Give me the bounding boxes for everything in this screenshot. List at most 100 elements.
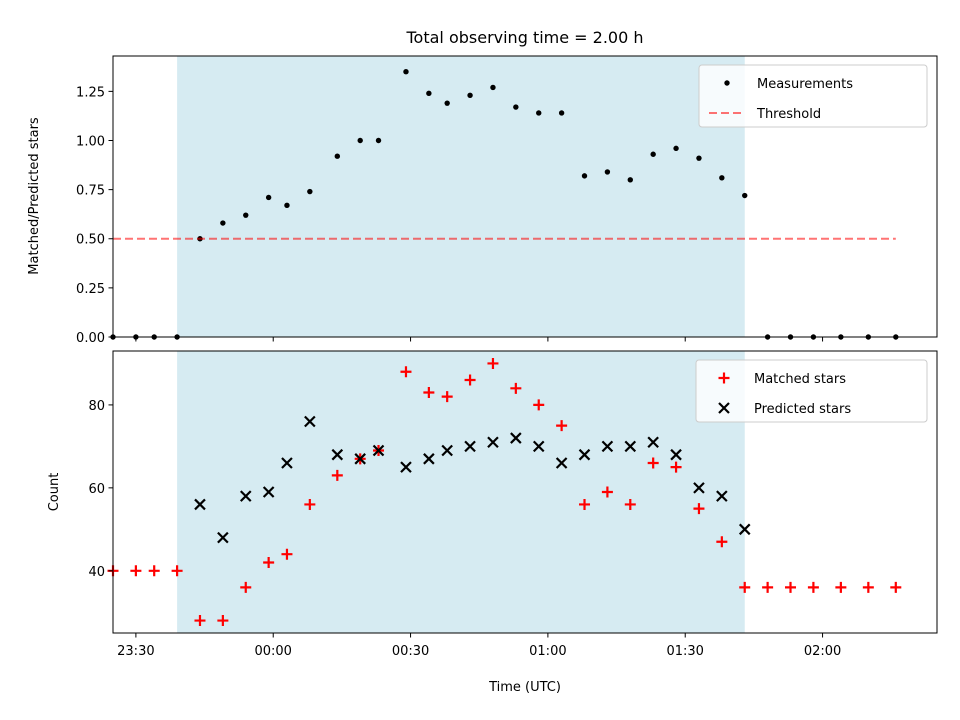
legend-predicted-swatch xyxy=(718,402,730,414)
matched-point xyxy=(670,461,682,473)
y-tick-label: 0.75 xyxy=(76,184,105,199)
x-tick-label: 01:00 xyxy=(529,644,566,659)
measurement-point xyxy=(490,84,496,91)
measurement-point xyxy=(719,175,725,181)
measurement-point xyxy=(334,153,341,159)
measurement-point xyxy=(696,155,702,161)
legend-matched-swatch xyxy=(718,372,730,384)
top-panel: 0.00 0.25 0.50 0.75 1.00 1.25 Measurements Thre… xyxy=(76,55,938,346)
matched-point xyxy=(533,399,545,411)
matched-point xyxy=(556,420,568,432)
matched-point xyxy=(601,486,613,498)
top-y-axis-label: Matched/Predicted stars xyxy=(27,117,42,275)
x-tick-label: 02:00 xyxy=(804,644,841,659)
measurement-point xyxy=(604,169,611,175)
legend-measurement-swatch xyxy=(724,80,730,86)
legend-label: Matched stars xyxy=(754,372,846,387)
measurement-point xyxy=(220,220,226,226)
measurement-point xyxy=(558,110,565,116)
x-tick-label: 00:30 xyxy=(392,644,429,659)
y-tick-label: 80 xyxy=(88,399,105,414)
observing-window-shade xyxy=(177,56,745,337)
measurement-point xyxy=(581,173,588,179)
matched-point xyxy=(487,357,499,369)
measurement-point xyxy=(536,110,542,116)
matched-point xyxy=(807,581,819,593)
matched-point xyxy=(464,374,476,386)
matched-point xyxy=(331,469,343,481)
x-axis-label: Time (UTC) xyxy=(488,680,561,695)
predicted-point xyxy=(331,448,344,461)
predicted-point xyxy=(670,448,682,461)
axes-frame xyxy=(112,350,938,634)
x-tick-label: 00:00 xyxy=(254,644,291,659)
predicted-point xyxy=(601,440,614,453)
matched-point xyxy=(194,615,206,627)
predicted-point xyxy=(532,440,545,453)
matched-point xyxy=(862,581,874,593)
x-tick-label: 01:30 xyxy=(666,644,703,659)
matched-point xyxy=(240,581,252,593)
predicted-point xyxy=(304,415,316,428)
y-tick-label: 60 xyxy=(88,482,105,497)
matched-point xyxy=(716,536,728,548)
y-tick-label: 0.00 xyxy=(76,331,105,346)
matched-point xyxy=(624,498,636,510)
x-tick-label: 23:30 xyxy=(117,644,154,659)
observing-window-shade xyxy=(177,351,745,633)
predicted-point xyxy=(354,453,366,465)
matched-point xyxy=(739,581,751,593)
matched-point xyxy=(281,548,293,560)
predicted-point xyxy=(578,448,591,461)
predicted-point xyxy=(693,482,705,494)
legend: Matched stars Predicted stars xyxy=(695,359,928,423)
legend-label: Predicted stars xyxy=(754,402,851,417)
matched-point xyxy=(148,565,160,577)
legend-box xyxy=(698,64,928,128)
y-tick-label: 40 xyxy=(88,565,105,580)
measurement-point xyxy=(426,90,432,97)
axes-frame xyxy=(112,55,938,338)
predicted-point xyxy=(281,457,293,469)
measurement-point xyxy=(375,137,382,144)
bottom-y-axis-label: Count xyxy=(47,473,62,512)
y-tick-label: 0.50 xyxy=(76,233,105,248)
y-tick-label: 1.00 xyxy=(76,134,105,149)
legend: Measurements Threshold xyxy=(698,64,928,128)
measurement-point xyxy=(243,212,249,218)
matched-point xyxy=(762,581,774,593)
matched-point xyxy=(647,457,659,469)
predicted-point xyxy=(647,436,659,449)
matched-point xyxy=(423,386,435,398)
legend-label: Measurements xyxy=(757,77,853,92)
matched-point xyxy=(263,557,275,568)
predicted-point xyxy=(716,490,728,502)
measurement-point xyxy=(650,151,656,157)
matched-point xyxy=(441,391,453,403)
matched-point xyxy=(130,565,142,577)
measurement-point xyxy=(467,92,473,99)
predicted-point xyxy=(487,436,499,449)
y-tick-label: 0.25 xyxy=(76,282,105,297)
measurement-point xyxy=(403,69,409,75)
measurement-point xyxy=(513,104,519,110)
legend-box xyxy=(695,359,928,423)
predicted-point xyxy=(738,523,751,536)
matched-point xyxy=(579,498,591,510)
matched-point xyxy=(890,581,902,593)
matched-point xyxy=(171,565,183,577)
measurement-point xyxy=(357,137,363,144)
matched-point xyxy=(217,615,229,627)
predicted-point xyxy=(464,440,476,453)
measurement-point xyxy=(627,177,633,183)
measurement-point xyxy=(307,188,313,195)
predicted-point xyxy=(624,440,637,453)
bottom-panel: 40 60 80 23:30 00:00 00:30 01:00 01:30 02:00 Matc… xyxy=(88,350,938,659)
legend-label: Threshold xyxy=(756,107,821,122)
matched-point xyxy=(510,382,522,394)
predicted-point xyxy=(194,498,206,511)
matched-point xyxy=(304,498,316,510)
measurement-point xyxy=(284,202,290,209)
chart-title: Total observing time = 2.00 h xyxy=(405,28,643,47)
